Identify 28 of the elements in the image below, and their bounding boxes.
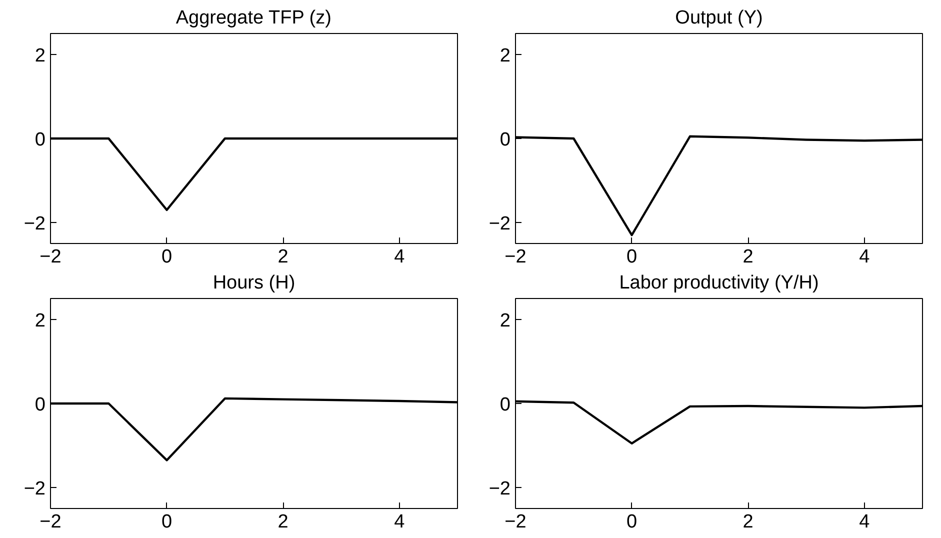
x-tick-label: 2 [278, 246, 288, 268]
x-tick-label: 0 [626, 512, 638, 532]
x-tick-label: 0 [162, 512, 172, 532]
x-tick-label: 4 [859, 246, 870, 268]
x-tick-label: 2 [742, 512, 754, 532]
y-tick-label: 0 [34, 394, 46, 416]
chart-title: Aggregate TFP (z) [176, 8, 332, 28]
x-tick-label: 0 [626, 246, 638, 268]
y-tick-label: 2 [34, 46, 46, 66]
y-tick-label: 0 [500, 130, 511, 150]
chart-title: Output (Y) [675, 8, 763, 28]
x-tick-label: 2 [278, 512, 288, 532]
chart-title: Labor productivity (Y/H) [619, 272, 819, 294]
x-tick-label: 0 [162, 246, 172, 268]
x-tick-label: 2 [742, 246, 754, 268]
x-tick-label: 4 [859, 512, 870, 532]
chart-title: Hours (H) [212, 272, 296, 294]
y-tick-label: 2 [34, 310, 46, 332]
y-tick-label: 2 [500, 46, 511, 66]
y-tick-label: −2 [488, 478, 511, 500]
y-tick-label: −2 [24, 478, 46, 500]
y-tick-label: −2 [488, 214, 511, 234]
y-tick-label: −2 [24, 214, 46, 234]
x-tick-label: 4 [394, 512, 406, 532]
y-tick-label: 0 [34, 130, 46, 150]
x-tick-label: 4 [394, 246, 406, 268]
y-tick-label: 2 [500, 310, 511, 332]
y-tick-label: 0 [500, 394, 511, 416]
